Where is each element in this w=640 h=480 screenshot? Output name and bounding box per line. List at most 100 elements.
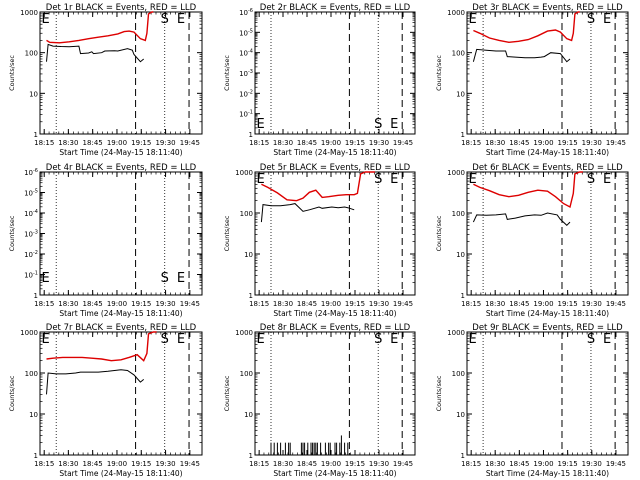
x-tick-label: 19:00 — [533, 139, 553, 147]
x-tick-label: 19:00 — [533, 460, 553, 468]
x-tick-label: 19:30 — [582, 300, 602, 308]
x-tick-label: 18:15 — [34, 300, 54, 308]
plot-frame — [254, 331, 416, 456]
y-tick-label: 10 — [244, 251, 253, 259]
plot-frame — [39, 331, 203, 456]
events-series-line — [472, 212, 571, 226]
start-marker: S — [161, 271, 169, 286]
x-tick-label: 19:30 — [582, 139, 602, 147]
events-series-line — [46, 43, 145, 63]
x-tick-label: 19:45 — [393, 139, 413, 147]
x-tick-label: 19:00 — [107, 460, 127, 468]
end-marker: E — [603, 12, 611, 27]
y-tick-label: 100 — [452, 370, 465, 378]
y-tick-label: 10-2 — [239, 89, 253, 98]
x-tick-label: 19:45 — [180, 460, 200, 468]
y-tick-label: 1000 — [447, 329, 465, 337]
x-tick-label: 19:45 — [393, 460, 413, 468]
end-marker: E — [390, 332, 398, 347]
y-tick-label: 10-6 — [239, 8, 253, 17]
x-tick-label: 18:45 — [83, 300, 103, 308]
plot-frame — [254, 171, 416, 296]
x-axis-label: Start Time (24-May-15 18:11:40) — [486, 148, 609, 157]
y-tick-label: 1 — [34, 131, 38, 139]
panel-title: Det 7r BLACK = Events, RED = LLD — [46, 323, 197, 333]
y-axis-label: Counts/sec — [223, 55, 231, 91]
y-axis-label: Counts/sec — [8, 55, 16, 91]
panel-title: Det 5r BLACK = Events, RED = LLD — [260, 163, 411, 173]
end-marker: E — [390, 172, 398, 187]
x-tick-label: 18:45 — [297, 300, 317, 308]
x-tick-label: 18:15 — [249, 460, 269, 468]
x-tick-label: 18:45 — [297, 139, 317, 147]
plot-frame — [466, 331, 629, 456]
x-tick-label: 19:15 — [131, 460, 151, 468]
y-tick-label: 1000 — [20, 9, 38, 17]
end-marker: E — [469, 12, 477, 27]
x-tick-label: 19:45 — [180, 139, 200, 147]
x-tick-label: 18:15 — [34, 460, 54, 468]
x-tick-label: 19:15 — [558, 300, 578, 308]
end-marker: E — [177, 332, 185, 347]
x-tick-label: 19:15 — [131, 139, 151, 147]
y-tick-label: 10 — [244, 411, 253, 419]
x-tick-label: 18:15 — [34, 139, 54, 147]
end-marker: E — [469, 332, 477, 347]
x-axis-label: Start Time (24-May-15 18:11:40) — [59, 309, 182, 318]
end-marker: E — [256, 332, 264, 347]
events-series-line — [46, 369, 145, 395]
x-axis-label: Start Time (24-May-15 18:11:40) — [486, 309, 609, 318]
plot-frame — [466, 11, 629, 135]
start-marker: S — [161, 332, 169, 347]
panel-title: Det 4r BLACK = Events, RED = LLD — [46, 163, 197, 173]
y-tick-label: 100 — [240, 370, 253, 378]
panel-title: Det 9r BLACK = Events, RED = LLD — [472, 323, 623, 333]
y-tick-label: 1 — [249, 131, 253, 139]
y-tick-label: 100 — [25, 50, 38, 58]
y-tick-label: 10-3 — [239, 69, 253, 78]
y-tick-label: 1 — [461, 131, 465, 139]
y-tick-label: 1000 — [447, 169, 465, 177]
x-tick-label: 19:15 — [558, 139, 578, 147]
x-tick-label: 19:30 — [369, 460, 389, 468]
start-marker: S — [587, 172, 595, 187]
y-tick-label: 10-5 — [24, 189, 38, 198]
end-marker: E — [603, 332, 611, 347]
x-tick-label: 19:15 — [131, 300, 151, 308]
x-tick-label: 18:30 — [58, 460, 78, 468]
y-axis-label: Counts/sec — [8, 375, 16, 411]
x-tick-label: 19:45 — [393, 300, 413, 308]
events-series-line — [260, 203, 355, 223]
x-tick-label: 18:30 — [273, 300, 293, 308]
x-tick-label: 19:15 — [345, 460, 365, 468]
y-tick-label: 10-5 — [239, 28, 253, 37]
x-tick-label: 18:45 — [83, 460, 103, 468]
panel-title: Det 6r BLACK = Events, RED = LLD — [472, 163, 623, 173]
x-tick-label: 19:00 — [321, 300, 341, 308]
y-tick-label: 10-4 — [239, 49, 253, 58]
end-marker: E — [256, 172, 264, 187]
x-tick-label: 18:30 — [58, 139, 78, 147]
x-tick-label: 18:30 — [485, 460, 505, 468]
y-tick-label: 10-6 — [24, 168, 38, 177]
end-marker: E — [177, 12, 185, 27]
y-axis-label: Counts/sec — [223, 375, 231, 411]
y-tick-label: 1 — [249, 452, 253, 460]
x-tick-label: 19:45 — [180, 300, 200, 308]
y-tick-label: 1 — [461, 292, 465, 300]
x-tick-label: 18:15 — [461, 460, 481, 468]
x-tick-label: 19:30 — [155, 139, 175, 147]
y-tick-label: 1 — [34, 292, 38, 300]
y-tick-label: 10 — [29, 90, 38, 98]
y-tick-label: 100 — [25, 370, 38, 378]
x-tick-label: 19:00 — [321, 460, 341, 468]
end-marker: E — [256, 117, 264, 132]
start-marker: S — [587, 12, 595, 27]
x-tick-label: 19:00 — [107, 139, 127, 147]
y-tick-label: 10-1 — [24, 271, 38, 280]
x-tick-label: 18:15 — [461, 300, 481, 308]
y-tick-label: 100 — [452, 50, 465, 58]
x-tick-label: 19:00 — [321, 139, 341, 147]
y-tick-label: 10-3 — [24, 230, 38, 239]
x-tick-label: 19:15 — [345, 139, 365, 147]
